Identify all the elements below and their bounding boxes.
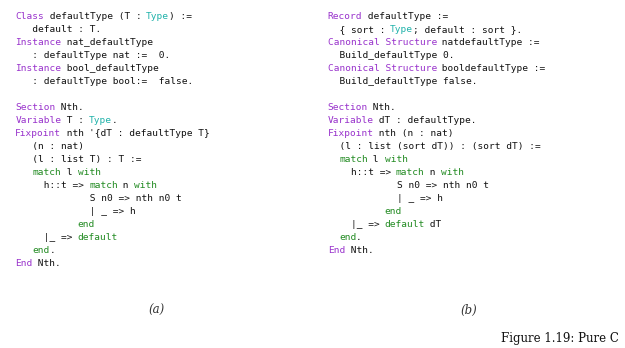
Text: Type: Type (146, 11, 169, 21)
Text: with: with (384, 155, 408, 164)
Text: Class: Class (15, 11, 44, 21)
Text: match: match (339, 155, 368, 164)
Text: nth (n : nat): nth (n : nat) (373, 129, 454, 138)
Text: Nth.: Nth. (55, 103, 84, 112)
Text: Section: Section (328, 103, 368, 112)
Text: Canonical Structure: Canonical Structure (328, 64, 437, 73)
Text: Type: Type (390, 25, 413, 34)
Text: Fixpoint: Fixpoint (15, 129, 61, 138)
Text: S n0 => nth n0 t: S n0 => nth n0 t (328, 181, 489, 190)
Text: .: . (49, 246, 55, 255)
Text: n: n (118, 181, 134, 190)
Text: Nth.: Nth. (345, 246, 374, 255)
Text: defaultType :=: defaultType := (362, 11, 448, 21)
Text: ; default : sort }.: ; default : sort }. (413, 25, 522, 34)
Text: Build_defaultType 0.: Build_defaultType 0. (328, 51, 454, 60)
Text: Type: Type (89, 116, 112, 125)
Text: |_ =>: |_ => (328, 220, 385, 229)
Text: { sort :: { sort : (328, 25, 391, 34)
Text: default: default (384, 220, 425, 229)
Text: l: l (368, 155, 385, 164)
Text: n: n (424, 168, 441, 177)
Text: (b): (b) (461, 304, 477, 317)
Text: S n0 => nth n0 t: S n0 => nth n0 t (15, 194, 182, 203)
Text: End: End (15, 259, 32, 268)
Text: Canonical Structure: Canonical Structure (328, 38, 437, 47)
Text: booldefaultType :=: booldefaultType := (436, 64, 545, 73)
Text: | _ => h: | _ => h (328, 194, 442, 203)
Text: (a): (a) (148, 304, 164, 317)
Text: natdefaultType :=: natdefaultType := (436, 38, 539, 47)
Text: h::t =>: h::t => (328, 168, 397, 177)
Text: : defaultType nat :=  0.: : defaultType nat := 0. (15, 51, 171, 60)
Text: with: with (441, 168, 464, 177)
Text: nth: nth (61, 129, 89, 138)
Text: nat_defaultType: nat_defaultType (61, 38, 152, 47)
Text: End: End (328, 246, 345, 255)
Text: (l : list (sort dT)) : (sort dT) :=: (l : list (sort dT)) : (sort dT) := (328, 142, 541, 151)
Text: Variable: Variable (15, 116, 61, 125)
Text: end: end (78, 220, 95, 229)
Text: |_ =>: |_ => (15, 233, 79, 242)
Text: '{dT : defaultType T}: '{dT : defaultType T} (89, 129, 210, 138)
Text: with: with (78, 168, 101, 177)
Text: Variable: Variable (328, 116, 374, 125)
Text: end: end (339, 233, 356, 242)
Text: Nth.: Nth. (368, 103, 396, 112)
Text: Figure 1.19: Pure C: Figure 1.19: Pure C (501, 332, 619, 345)
Text: | _ => h: | _ => h (15, 207, 136, 216)
Text: .: . (356, 233, 362, 242)
Text: dT : defaultType.: dT : defaultType. (373, 116, 477, 125)
Text: defaultType (T :: defaultType (T : (44, 11, 147, 21)
Text: bool_defaultType: bool_defaultType (61, 64, 158, 73)
Text: match: match (32, 168, 61, 177)
Text: default: default (78, 233, 118, 242)
Text: l: l (61, 168, 78, 177)
Text: Instance: Instance (15, 38, 61, 47)
Text: default : T.: default : T. (15, 25, 101, 34)
Text: Section: Section (15, 103, 56, 112)
Text: end: end (384, 207, 402, 216)
Text: h::t =>: h::t => (15, 181, 90, 190)
Text: : defaultType bool:=  false.: : defaultType bool:= false. (15, 77, 194, 86)
Text: (l : list T) : T :=: (l : list T) : T := (15, 155, 142, 164)
Text: .: . (112, 116, 118, 125)
Text: dT: dT (424, 220, 441, 229)
Text: with: with (134, 181, 158, 190)
Text: T :: T : (61, 116, 89, 125)
Text: Fixpoint: Fixpoint (328, 129, 374, 138)
Text: Record: Record (328, 11, 362, 21)
Text: end: end (32, 246, 49, 255)
Text: Instance: Instance (15, 64, 61, 73)
Text: (n : nat): (n : nat) (15, 142, 84, 151)
Text: match: match (396, 168, 424, 177)
Text: Nth.: Nth. (32, 259, 61, 268)
Text: match: match (89, 181, 118, 190)
Text: Build_defaultType false.: Build_defaultType false. (328, 77, 478, 86)
Text: ) :=: ) := (169, 11, 191, 21)
